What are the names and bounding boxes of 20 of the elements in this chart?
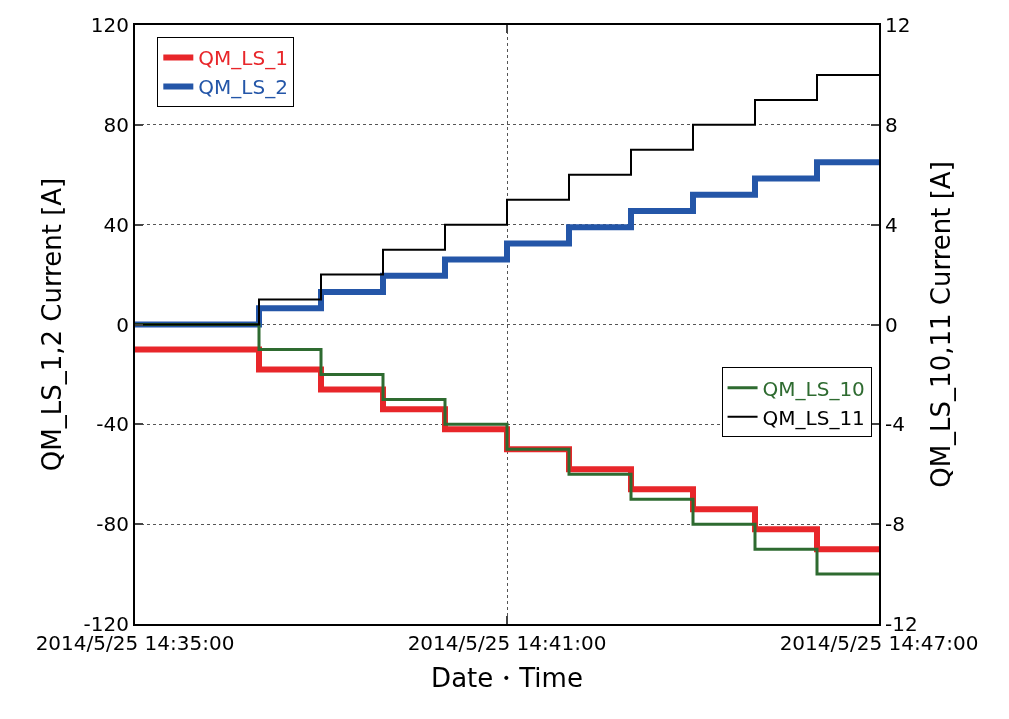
- y2-tick-label: 8: [885, 112, 898, 137]
- y2-axis-title: QM_LS_10,11 Current [A]: [925, 161, 956, 488]
- y2-tick-label: 0: [885, 312, 898, 337]
- legend-label: QM_LS_1: [198, 46, 288, 71]
- y-tick-label: 0: [116, 312, 129, 337]
- y2-tick-label: -4: [885, 412, 905, 437]
- legend-label: QM_LS_10: [762, 376, 865, 401]
- y-tick-label: -80: [96, 512, 129, 537]
- y-tick-label: -40: [96, 412, 129, 437]
- x-axis-title: Date・Time: [431, 663, 583, 694]
- y-tick-label: 40: [103, 212, 129, 237]
- y-tick-label: 80: [103, 112, 129, 137]
- x-tick-label: 2014/5/25 14:41:00: [407, 631, 607, 655]
- y-axis-title: QM_LS_1,2 Current [A]: [36, 177, 67, 472]
- legend-label: QM_LS_2: [198, 75, 288, 100]
- y2-tick-label: 4: [885, 212, 898, 237]
- y2-tick-label: 12: [885, 13, 911, 37]
- legend-label: QM_LS_11: [762, 405, 865, 430]
- y-tick-label: 120: [90, 13, 129, 37]
- y2-tick-label: -8: [885, 512, 905, 537]
